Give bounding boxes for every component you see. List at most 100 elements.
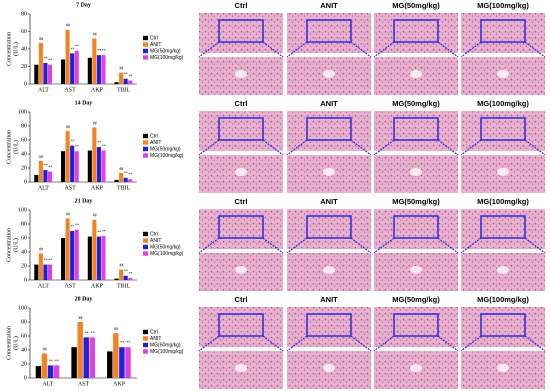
histology-image: [287, 307, 371, 347]
significance-label: **: [70, 224, 74, 229]
legend-label: MG(50mg/kg): [150, 244, 181, 250]
histology-image: [199, 13, 283, 53]
y-tick-label: 0: [24, 375, 27, 381]
significance-label: **: [75, 44, 79, 49]
significance-label: **: [85, 330, 89, 335]
histology-image: [287, 111, 371, 151]
y-tick-label: 20: [21, 64, 27, 70]
legend-swatch: [143, 251, 148, 256]
legend-swatch: [143, 349, 148, 354]
zoom-line: [524, 237, 546, 254]
zoom-box: [218, 19, 264, 43]
zoom-box: [306, 215, 352, 239]
histology-image: [461, 209, 545, 249]
zoom-box: [218, 117, 264, 141]
x-tick-label: AST: [64, 283, 76, 289]
y-axis-unit: (U/L): [12, 238, 19, 252]
significance-label: **: [102, 143, 106, 148]
y-tick-label: 80: [21, 11, 27, 17]
bar: [74, 50, 79, 84]
x-tick-label: TBIL: [117, 185, 131, 191]
legend-label: MG(50mg/kg): [150, 146, 181, 152]
significance-label: **: [49, 358, 53, 363]
zoom-line: [373, 139, 395, 156]
bar: [114, 179, 119, 182]
legend-label: ANIT: [150, 140, 161, 146]
bar: [87, 236, 92, 280]
column-header: MG(100mg/kg): [477, 99, 529, 108]
zoom-box: [393, 215, 439, 239]
significance-label: ##: [39, 36, 43, 41]
bar: [71, 347, 77, 378]
zoom-line: [350, 41, 372, 58]
bar: [96, 236, 101, 280]
significance-label: ##: [119, 262, 123, 267]
zoom-line: [524, 139, 546, 156]
legend-swatch: [143, 329, 148, 335]
column-header: MG(50mg/kg): [392, 197, 440, 206]
legend-label: Ctrl: [150, 329, 158, 335]
bar: [35, 366, 42, 378]
legend-label: ANIT: [150, 336, 161, 342]
significance-label: ##: [93, 31, 97, 36]
column-header: Ctrl: [235, 1, 248, 10]
significance-label: ##: [66, 211, 70, 216]
vessel: [497, 168, 509, 176]
zoom-line: [437, 335, 459, 352]
significance-label: **: [120, 340, 124, 345]
significance-label: **: [124, 72, 128, 77]
bar: [61, 238, 66, 280]
legend-label: Ctrl: [150, 35, 158, 41]
bar: [47, 365, 54, 378]
bar: [92, 38, 97, 84]
significance-label: **: [124, 269, 128, 274]
histology-image: [461, 307, 545, 347]
column-header: ANIT: [320, 197, 338, 206]
vessel: [235, 168, 247, 176]
zoom-line: [286, 237, 308, 254]
zoom-line: [524, 41, 546, 58]
x-tick-label: ALT: [38, 185, 49, 191]
x-tick-label: AKP: [91, 185, 104, 191]
y-tick-label: 80: [21, 319, 27, 325]
bar: [65, 218, 70, 280]
zoom-line: [198, 237, 220, 254]
column-header: MG(100mg/kg): [477, 1, 529, 10]
bar: [119, 347, 125, 378]
bar: [47, 64, 53, 84]
y-tick-label: 20: [21, 165, 27, 171]
y-axis-label: Concentration: [6, 130, 12, 164]
zoom-line: [286, 41, 308, 58]
column-header: MG(100mg/kg): [477, 197, 529, 206]
y-axis-unit: (U/L): [12, 336, 19, 350]
zoom-box: [393, 313, 439, 337]
legend-swatch: [143, 231, 148, 237]
bar: [74, 229, 79, 280]
zoom-line: [198, 139, 220, 156]
column-header: Ctrl: [235, 99, 248, 108]
column-header: MG(50mg/kg): [392, 99, 440, 108]
bar: [128, 179, 133, 182]
vessel: [235, 70, 247, 78]
zoom-box: [393, 19, 439, 43]
zoom-line: [524, 335, 546, 352]
y-axis-label: Concentration: [6, 32, 12, 66]
x-tick-label: TBIL: [117, 283, 131, 289]
zoom-line: [373, 237, 395, 254]
significance-label: ##: [119, 166, 123, 171]
y-tick-label: 60: [21, 235, 27, 241]
column-header: MG(50mg/kg): [392, 1, 440, 10]
vessel: [497, 364, 509, 372]
chart-title: 14 Day: [75, 100, 93, 106]
significance-label: **: [97, 140, 101, 145]
significance-label: **: [48, 58, 52, 63]
bar: [128, 80, 133, 84]
bar: [43, 264, 48, 280]
bar: [74, 151, 79, 182]
legend-label: MG(50mg/kg): [150, 342, 181, 348]
legend-swatch: [143, 244, 148, 250]
legend-label: MG(100mg/kg): [150, 349, 184, 355]
significance-label: **: [44, 258, 48, 263]
significance-label: **: [102, 48, 106, 53]
